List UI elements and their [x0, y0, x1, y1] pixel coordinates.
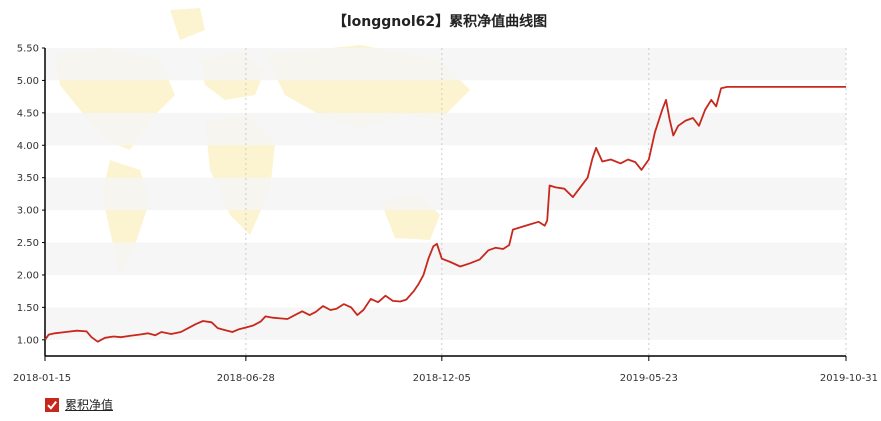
x-tick-label: 2018-12-05	[413, 373, 471, 384]
y-tick-label: 2.50	[17, 238, 39, 249]
horizontal-bands	[45, 48, 846, 340]
x-tick-label: 2018-06-28	[217, 373, 275, 384]
x-tick-label: 2019-10-31	[820, 373, 878, 384]
y-tick-label: 3.00	[17, 206, 39, 217]
series-line-0	[44, 86, 846, 343]
y-tick-label: 3.50	[17, 173, 39, 184]
y-tick-label: 2.00	[17, 270, 39, 281]
band-6	[45, 112, 846, 146]
axes: 1.00 1.50 2.00 2.50 3.00 3.50 4.00 4.50 5.00 5.50…	[13, 44, 878, 385]
y-tick-label: 4.00	[17, 141, 39, 152]
map-region-6	[170, 8, 205, 40]
y-tick-label: 5.00	[17, 76, 39, 87]
band-0	[45, 307, 846, 340]
y-tick-label: 5.50	[17, 44, 39, 55]
chart-title: 【longgnol62】累积净值曲线图	[333, 13, 547, 30]
checkmark-icon[interactable]	[45, 397, 59, 412]
band-4	[45, 177, 846, 211]
y-tick-label: 1.00	[17, 335, 39, 346]
series-layer	[44, 86, 846, 343]
y-tick-label: 4.50	[17, 108, 39, 119]
legend-item-nav[interactable]: 累积净值	[45, 396, 113, 413]
band-8	[45, 48, 846, 81]
x-tick-label: 2018-01-15	[13, 373, 71, 384]
x-tick-label: 2019-05-23	[620, 373, 678, 384]
vertical-grid	[245, 48, 847, 356]
legend-label[interactable]: 累积净值	[65, 398, 114, 412]
y-tick-label: 1.50	[17, 303, 39, 314]
band-2	[45, 242, 846, 275]
